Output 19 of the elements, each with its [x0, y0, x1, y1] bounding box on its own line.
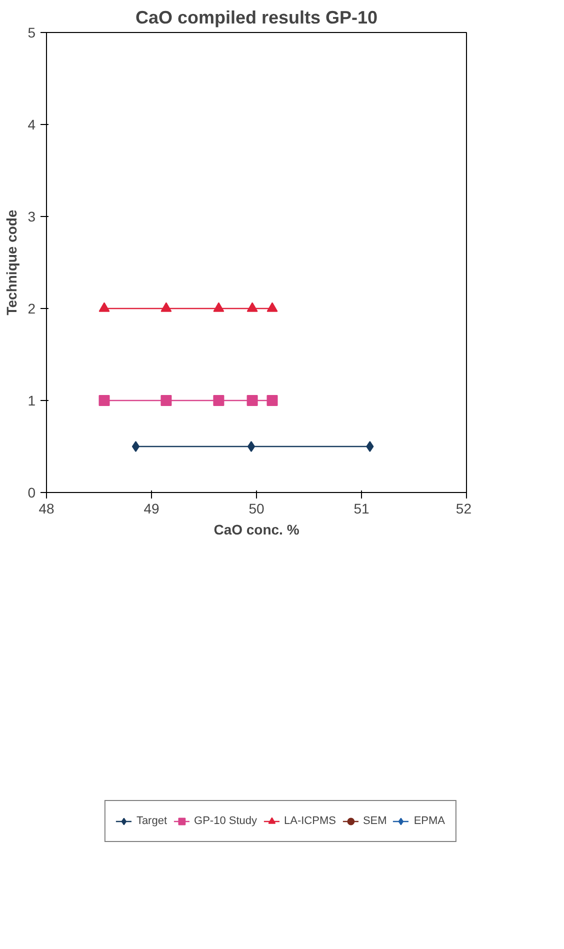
legend-label: GP-10 Study: [194, 815, 257, 827]
legend-label: LA-ICPMS: [284, 815, 336, 827]
y-tick-label: 0: [28, 484, 36, 500]
x-tick-label: 48: [38, 500, 54, 516]
y-tick-label: 5: [28, 24, 36, 40]
y-tick-label: 2: [28, 300, 36, 316]
y-tick-label: 4: [28, 116, 36, 132]
x-tick-label: 50: [248, 500, 264, 516]
x-tick-label: 51: [354, 500, 370, 516]
x-axis-title: CaO conc. %: [214, 522, 300, 538]
legend-label: EPMA: [414, 815, 445, 827]
y-tick-label: 3: [28, 208, 36, 224]
chart-title: CaO compiled results GP-10: [135, 8, 378, 28]
x-tick-label: 52: [456, 500, 472, 516]
y-tick-label: 1: [28, 392, 36, 408]
x-tick-label: 49: [144, 500, 160, 516]
legend-label: SEM: [362, 815, 387, 827]
y-axis-title: Technique code: [4, 210, 20, 316]
legend-label: Target: [136, 815, 168, 827]
